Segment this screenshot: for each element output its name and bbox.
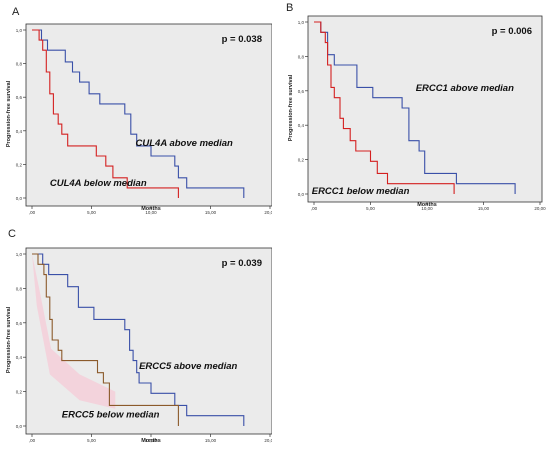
x-tick-label: 20,00 (534, 206, 546, 211)
y-tick-label: 0,2 (298, 158, 305, 163)
x-axis-label: Months (141, 206, 161, 212)
y-tick-label: 0,8 (298, 54, 305, 59)
x-tick-label: ,00 (29, 438, 36, 443)
x-tick-label: 20,00 (264, 210, 272, 215)
y-tick-label: 0,2 (16, 162, 23, 167)
curve-annotation: CUL4A below median (50, 178, 147, 189)
curve-annotation: ERCC5 below median (62, 409, 160, 420)
y-axis-label: Progression-free survival (6, 306, 12, 373)
y-tick-label: 0,4 (16, 355, 23, 360)
curve-annotation: ERCC1 above median (416, 83, 514, 94)
panel-c: C 0,0 0,2 0,4 0,6 0,8 1,0 ,00 5,00 10,00 15,00 20,… (0, 224, 276, 452)
km-chart-ercc5: 0,0 0,2 0,4 0,6 0,8 1,0 ,00 5,00 10,00 15,00 20,00… (6, 247, 276, 444)
survival-curve-above (32, 253, 245, 426)
survival-curve-above (32, 29, 245, 198)
y-tick-label: 0,8 (16, 286, 23, 291)
plot-area (25, 247, 273, 435)
panel-a: A 0,0 0,2 0,4 0,6 0,8 1,0 ,00 5,00 10,00 15,00 20,… (0, 0, 276, 215)
survival-curve-below (32, 29, 179, 198)
y-tick-label: 0,0 (16, 424, 23, 429)
km-chart-cul4a: 0,0 0,2 0,4 0,6 0,8 1,0 ,00 5,00 10,00 15,00 20,00… (6, 23, 276, 215)
panel-letter: B (286, 2, 294, 14)
x-tick-label: 20,00 (264, 438, 272, 443)
x-tick-label: 15,00 (478, 206, 490, 211)
survival-curve-below (32, 253, 179, 426)
x-tick-label: ,00 (29, 210, 36, 215)
curve-annotation: ERCC1 below median (312, 186, 410, 197)
y-tick-label: 0,6 (16, 321, 23, 326)
panel-letter: C (8, 228, 16, 240)
survival-curve-below (314, 21, 455, 194)
p-value: p = 0.039 (222, 258, 262, 269)
y-tick-label: 1,0 (16, 252, 23, 257)
x-axis-label: Months (417, 202, 437, 208)
y-tick-label: 1,0 (16, 28, 23, 33)
y-tick-label: 0,2 (16, 390, 23, 395)
x-tick-label: 10,00 (145, 438, 157, 443)
x-tick-label: 15,00 (205, 438, 217, 443)
km-chart-ercc1: 0,0 0,2 0,4 0,6 0,8 1,0 ,00 5,00 10,00 15,00 20,00… (288, 15, 546, 211)
y-tick-label: 0,0 (298, 192, 305, 197)
x-axis-label: Months (141, 438, 161, 444)
p-value: p = 0.038 (222, 34, 262, 45)
y-tick-label: 0,4 (16, 129, 23, 134)
y-axis-label: Progression-free survival (288, 74, 294, 141)
y-axis-label: Progression-free survival (6, 80, 12, 147)
x-tick-label: 5,00 (366, 206, 375, 211)
y-tick-label: 0,0 (16, 196, 23, 201)
y-tick-label: 1,0 (298, 20, 305, 25)
y-tick-label: 0,6 (16, 95, 23, 100)
curve-annotation: CUL4A above median (136, 138, 234, 149)
p-value: p = 0.006 (492, 26, 532, 37)
x-tick-label: 10,00 (145, 210, 157, 215)
y-tick-label: 0,4 (298, 123, 305, 128)
plot-area (25, 23, 273, 207)
y-tick-label: 0,6 (298, 89, 305, 94)
x-tick-label: 15,00 (205, 210, 217, 215)
x-tick-label: ,00 (311, 206, 318, 211)
x-tick-label: 5,00 (87, 438, 96, 443)
y-tick-label: 0,8 (16, 62, 23, 67)
plot-area (307, 15, 543, 203)
x-tick-label: 10,00 (421, 206, 433, 211)
confidence-band (32, 254, 116, 409)
panel-b: B 0,0 0,2 0,4 0,6 0,8 1,0 ,00 5,00 10,00 15,00 20,… (278, 0, 550, 215)
panel-letter: A (12, 6, 20, 18)
curve-annotation: ERCC5 above median (139, 361, 237, 372)
x-tick-label: 5,00 (87, 210, 96, 215)
